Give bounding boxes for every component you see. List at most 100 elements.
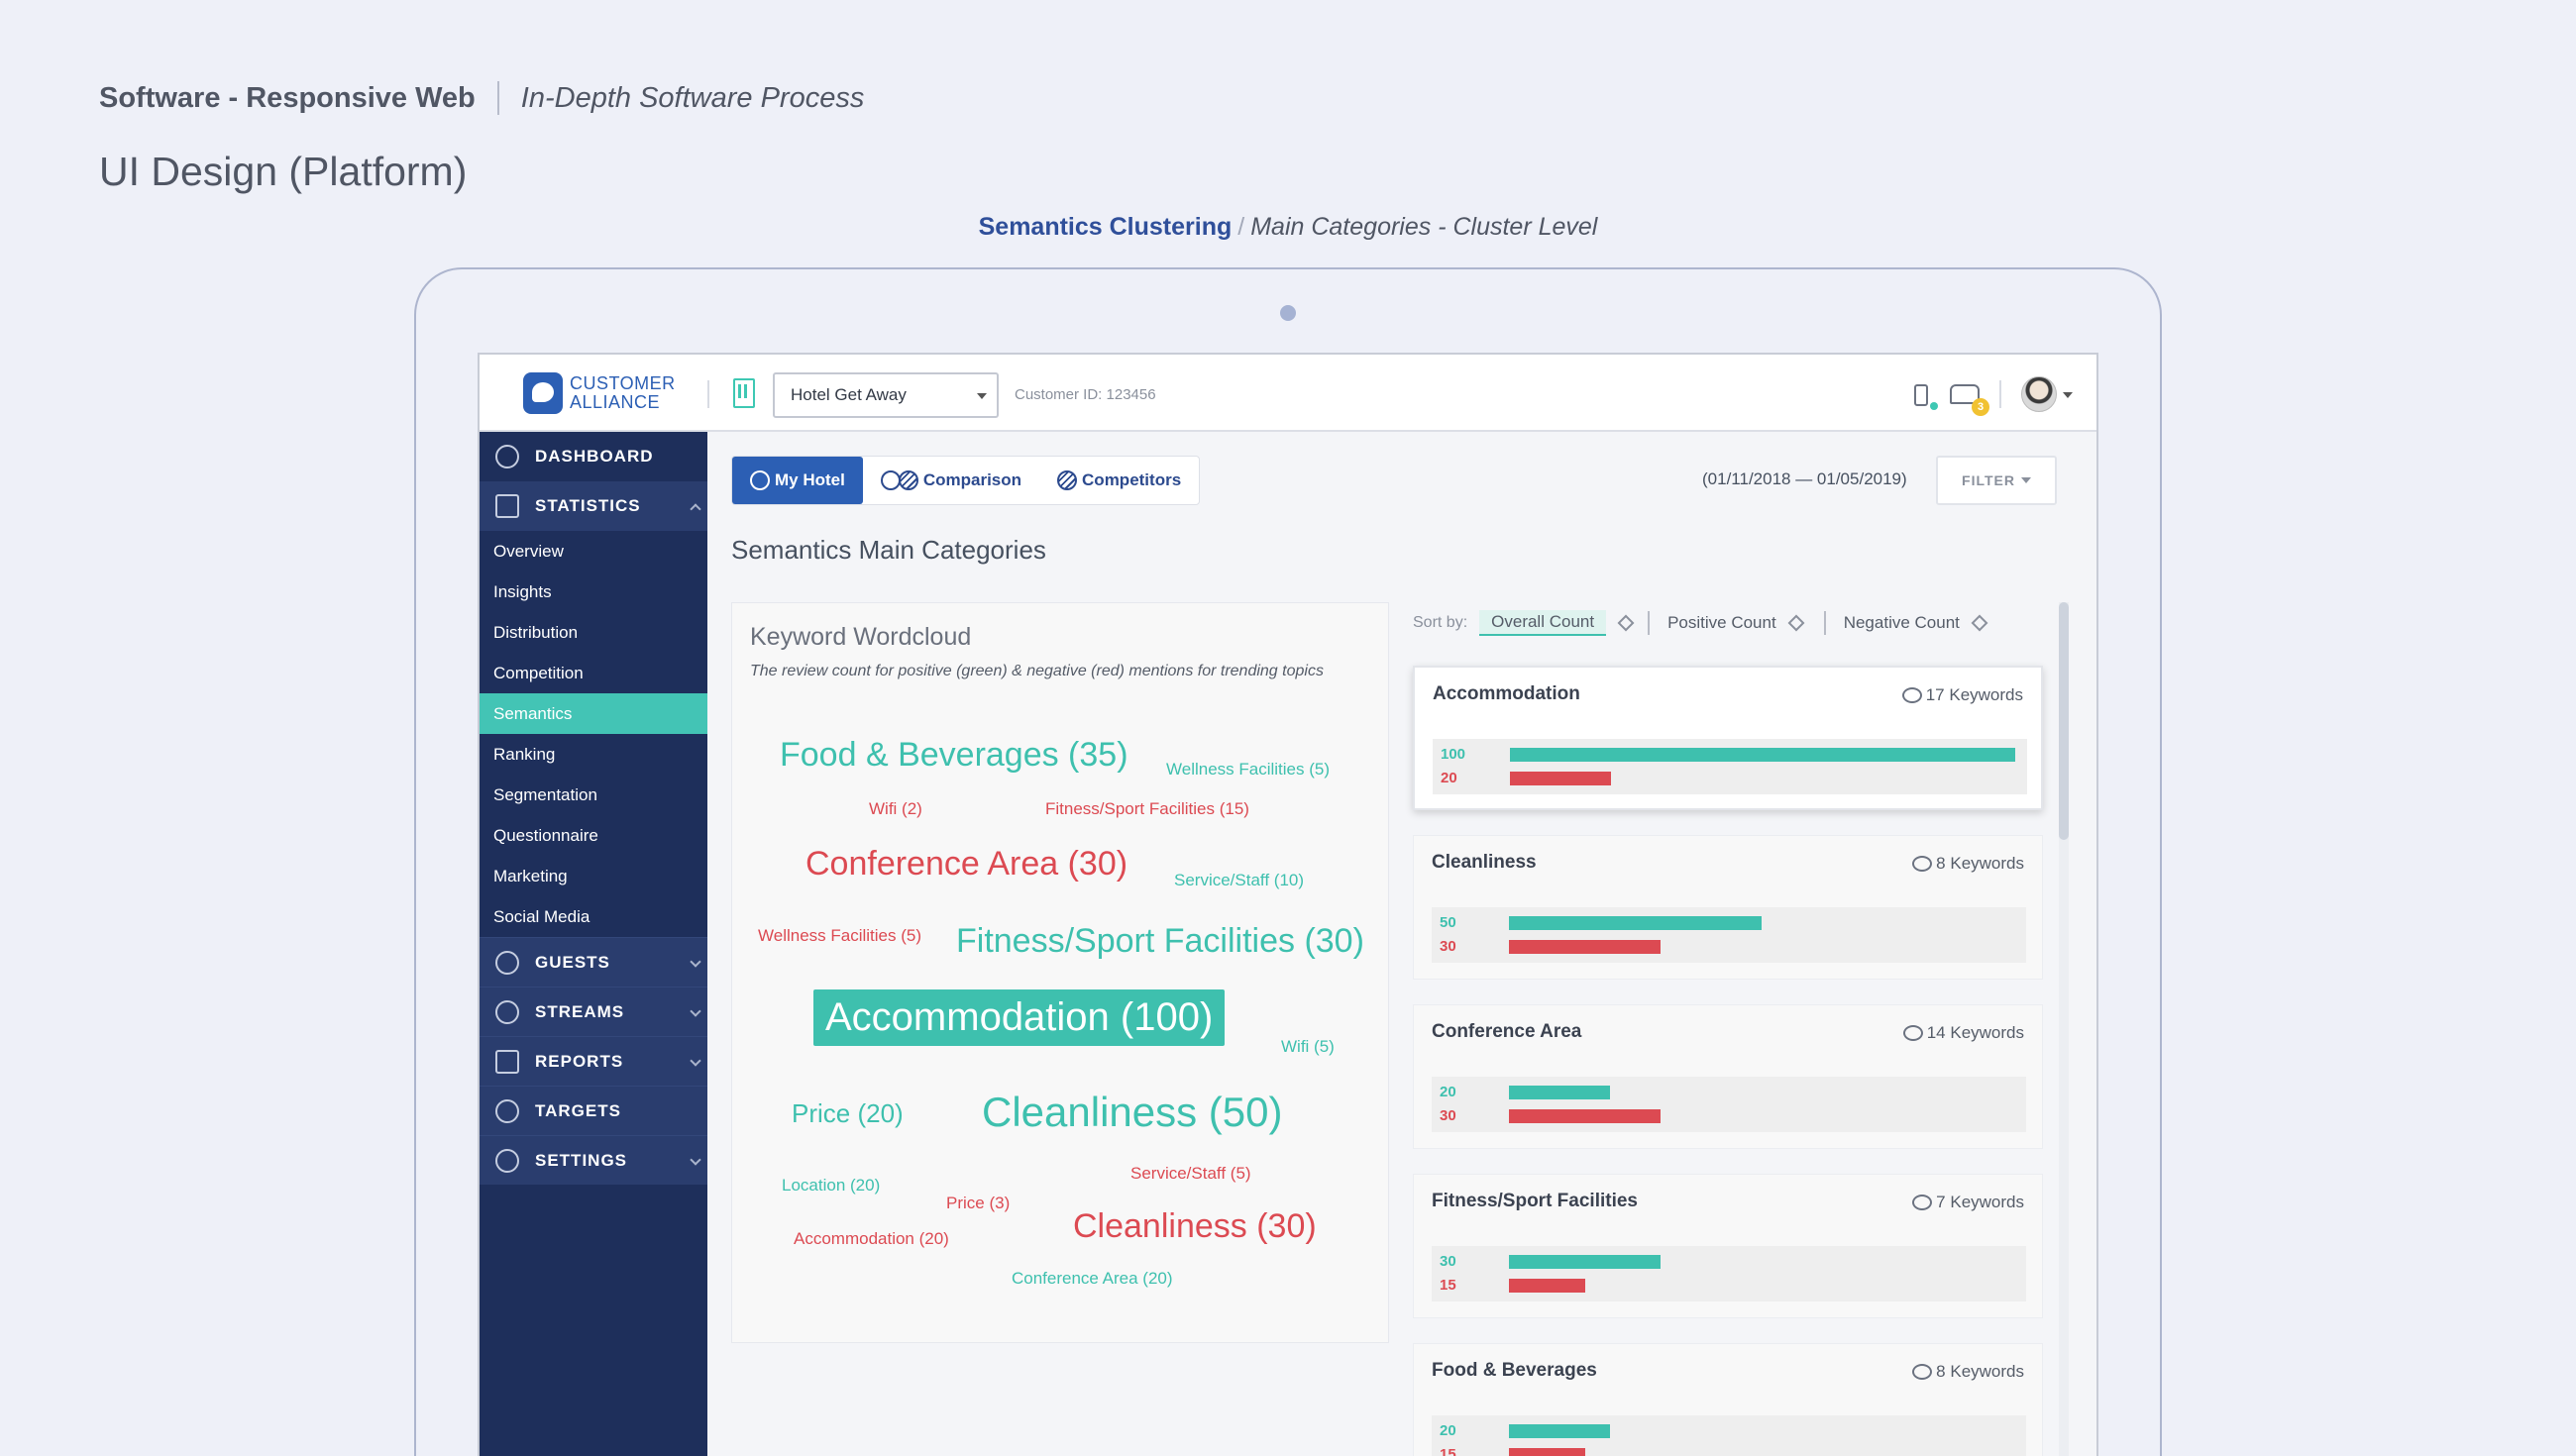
keyword-count[interactable]: 8 Keywords [1912, 1362, 2024, 1382]
wordcloud-word[interactable]: Wifi (2) [869, 799, 922, 818]
negative-row: 30 [1432, 1104, 2026, 1128]
sidebar-item-overview[interactable]: Overview [493, 542, 564, 561]
category-card[interactable]: Accommodation 17 Keywords 100 20 [1413, 666, 2043, 810]
sort-toggle-icon [1787, 614, 1805, 632]
wordcloud-title: Keyword Wordcloud [750, 623, 972, 651]
logo[interactable]: CUSTOMER ALLIANCE [523, 372, 676, 414]
positive-row: 100 [1433, 743, 2027, 767]
wordcloud-word[interactable]: Conference Area (20) [1012, 1269, 1173, 1288]
positive-count: 20 [1440, 1422, 1456, 1439]
wordcloud-word[interactable]: Wellness Facilities (5) [1166, 760, 1331, 779]
sidebar-item-reports[interactable]: REPORTS [480, 1036, 707, 1086]
process-name: In-Depth Software Process [520, 81, 865, 114]
breadcrumb-primary: Semantics Clustering [978, 213, 1233, 241]
wordcloud-word[interactable]: Service/Staff (5) [1130, 1164, 1251, 1183]
chevron-down-icon[interactable] [2063, 392, 2073, 398]
wordcloud-word[interactable]: Location (20) [782, 1176, 881, 1195]
positive-row: 50 [1432, 911, 2026, 935]
wordcloud-word[interactable]: Food & Beverages (35) [780, 736, 1128, 774]
divider [1999, 380, 2001, 408]
keyword-count[interactable]: 7 Keywords [1912, 1193, 2024, 1212]
keyword-count-label: 17 Keywords [1925, 685, 2023, 704]
wordcloud-word[interactable]: Accommodation (20) [794, 1229, 949, 1248]
project-name: Software - Responsive Web [99, 81, 476, 114]
sidebar-item-settings[interactable]: SETTINGS [480, 1135, 707, 1185]
sidebar-item-insights[interactable]: Insights [493, 582, 552, 601]
keyword-count[interactable]: 14 Keywords [1902, 1023, 2024, 1043]
wordcloud-word[interactable]: Wifi (5) [1281, 1037, 1335, 1056]
category-card[interactable]: Fitness/Sport Facilities 7 Keywords 30 15 [1413, 1174, 2043, 1318]
phone-icon[interactable] [1914, 384, 1928, 406]
comment-icon [1901, 687, 1922, 703]
wordcloud-word[interactable]: Cleanliness (50) [982, 1089, 1283, 1135]
sidebar-item-distribution[interactable]: Distribution [493, 623, 579, 642]
comment-icon [1912, 856, 1933, 872]
wordcloud-word[interactable]: Cleanliness (30) [1073, 1207, 1317, 1245]
chevron-down-icon [977, 393, 987, 399]
tab-comparison[interactable]: Comparison [863, 457, 1039, 504]
sidebar-item-label: STREAMS [535, 1001, 625, 1021]
sidebar-item-label: GUESTS [535, 952, 610, 972]
sort-overall-count[interactable]: Overall Count [1479, 610, 1607, 636]
hotel-select[interactable]: Hotel Get Away [773, 372, 999, 418]
circle-icon [880, 470, 901, 490]
wordcloud-word[interactable]: Conference Area (30) [805, 845, 1128, 883]
status-dot [1930, 402, 1938, 410]
chat-icon [495, 999, 519, 1024]
wordcloud-description: The review count for positive (green) & … [750, 663, 1324, 679]
sidebar-item-statistics[interactable]: STATISTICS [480, 481, 707, 531]
category-card[interactable]: Conference Area 14 Keywords 20 30 [1413, 1004, 2043, 1149]
sort-positive-count[interactable]: Positive Count [1662, 613, 1812, 633]
sidebar-item-questionnaire[interactable]: Questionnaire [493, 826, 598, 845]
category-card[interactable]: Food & Beverages 8 Keywords 20 15 [1413, 1343, 2043, 1456]
sentiment-bars: 30 15 [1432, 1246, 2026, 1301]
sidebar-item-social-media[interactable]: Social Media [493, 907, 590, 926]
sort-toggle-icon[interactable] [1617, 614, 1635, 632]
keyword-count-label: 8 Keywords [1936, 854, 2024, 873]
wordcloud-word[interactable]: Fitness/Sport Facilities (30) [956, 922, 1364, 960]
sidebar-item-dashboard[interactable]: DASHBOARD [480, 432, 707, 481]
filter-button[interactable]: FILTER [1936, 456, 2057, 505]
scrollbar-track[interactable] [2059, 602, 2069, 1456]
top-bar: CUSTOMER ALLIANCE Hotel Get Away Custome… [480, 355, 2096, 432]
negative-count: 15 [1440, 1446, 1456, 1456]
wordcloud-word[interactable]: Price (3) [946, 1194, 1011, 1212]
wordcloud-word[interactable]: Price (20) [792, 1098, 904, 1128]
tab-label: Comparison [922, 470, 1022, 489]
sidebar-item-ranking[interactable]: Ranking [493, 745, 556, 764]
wordcloud-word[interactable]: Wellness Facilities (5) [758, 926, 922, 945]
sidebar-item-streams[interactable]: STREAMS [480, 987, 707, 1036]
scrollbar-thumb[interactable] [2059, 602, 2069, 840]
presentation-title: UI Design (Platform) [99, 149, 468, 194]
date-range[interactable]: (01/11/2018 — 01/05/2019) [1702, 469, 1907, 488]
wordcloud-word-highlighted[interactable]: Accommodation (100) [813, 989, 1226, 1046]
comment-icon [1902, 1025, 1923, 1041]
keyword-count[interactable]: 17 Keywords [1901, 685, 2023, 705]
negative-count: 30 [1440, 938, 1456, 955]
divider [1648, 611, 1651, 635]
sidebar-item-semantics[interactable]: Semantics [480, 693, 707, 734]
category-card[interactable]: Cleanliness 8 Keywords 50 30 [1413, 835, 2043, 980]
negative-row: 20 [1433, 767, 2027, 790]
sidebar-item-competition[interactable]: Competition [493, 664, 584, 682]
chevron-down-icon [2020, 477, 2031, 483]
wordcloud-word[interactable]: Service/Staff (10) [1174, 871, 1305, 889]
category-name: Fitness/Sport Facilities [1432, 1191, 1638, 1211]
positive-bar [1510, 748, 2015, 762]
sidebar-item-marketing[interactable]: Marketing [493, 867, 568, 885]
negative-count: 15 [1440, 1277, 1456, 1294]
sort-negative-count[interactable]: Negative Count [1838, 613, 1995, 633]
tab-my-hotel[interactable]: My Hotel [732, 457, 863, 504]
keyword-count[interactable]: 8 Keywords [1912, 854, 2024, 874]
hotel-icon [733, 378, 755, 408]
wordcloud-word[interactable]: Fitness/Sport Facilities (15) [1045, 799, 1249, 818]
divider [707, 380, 709, 408]
inbox-icon[interactable] [1950, 384, 1980, 404]
sidebar-item-guests[interactable]: GUESTS [480, 937, 707, 987]
sidebar-item-segmentation[interactable]: Segmentation [493, 785, 597, 804]
sidebar-item-label: REPORTS [535, 1051, 624, 1071]
positive-row: 30 [1432, 1250, 2026, 1274]
tab-competitors[interactable]: Competitors [1039, 457, 1199, 504]
sidebar-item-targets[interactable]: TARGETS [480, 1086, 707, 1135]
avatar[interactable] [2021, 376, 2057, 412]
